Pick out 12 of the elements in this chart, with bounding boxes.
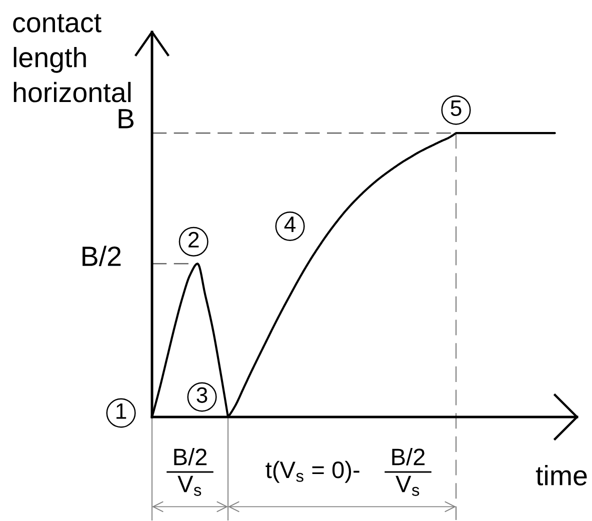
text: 5 <box>450 100 462 116</box>
annotation: 4 <box>284 216 296 232</box>
text: 1 <box>116 403 126 419</box>
annotation: 2 <box>188 232 199 248</box>
text: B/2 V$_{s}$ <box>174 448 207 496</box>
text: B/2 V$_{s}$ <box>392 448 425 496</box>
ref-line-label: B <box>118 109 134 128</box>
text: t(V$_{s}$ = 0)- <box>266 460 360 483</box>
x-axis-title: time <box>536 465 587 486</box>
annotation: 3 <box>196 387 208 403</box>
y-axis-title: contact length horizontal <box>13 14 131 102</box>
ref-line-label: B/2 <box>82 246 121 266</box>
